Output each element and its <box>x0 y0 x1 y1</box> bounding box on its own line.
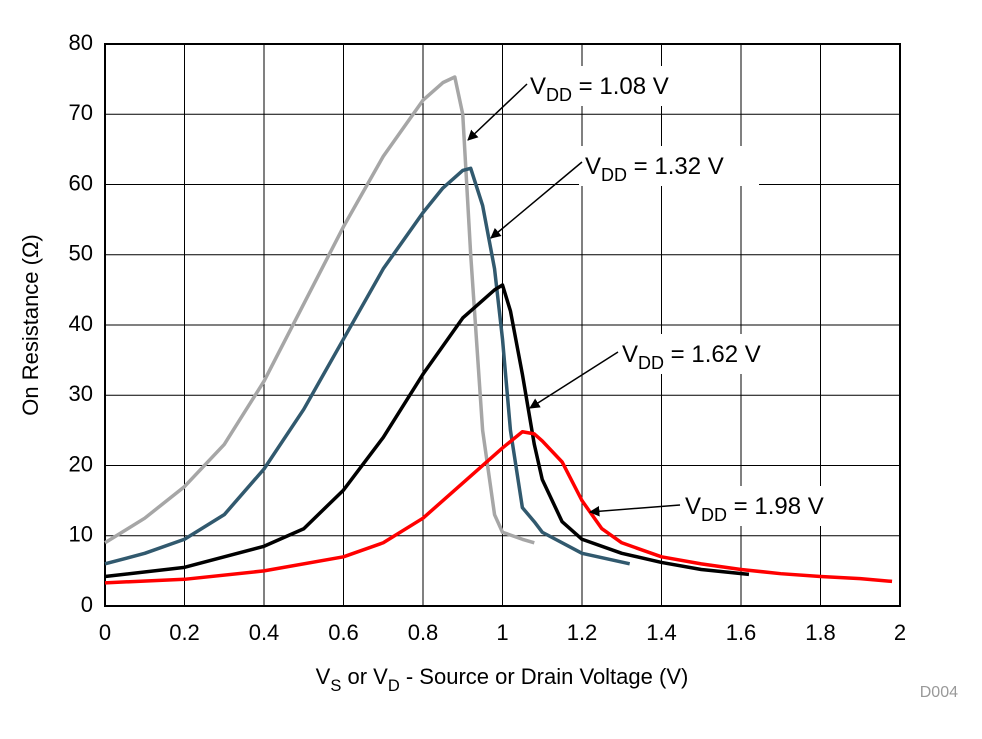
annotation-arrow <box>467 83 528 141</box>
y-tick-label: 60 <box>69 170 93 195</box>
label-bg <box>579 146 759 186</box>
text-part: V <box>585 153 601 180</box>
series-line <box>104 166 631 566</box>
text-part: = 1.32 V <box>627 153 724 180</box>
series-label: VDD = 1.62 V <box>622 341 761 373</box>
text-part: V <box>316 664 331 689</box>
text-part: V <box>622 341 638 368</box>
y-tick-label: 20 <box>69 451 93 476</box>
text-part: = 1.08 V <box>572 73 669 100</box>
x-tick-label: 0.4 <box>249 620 280 645</box>
y-tick-label: 10 <box>69 522 93 547</box>
subscript: DD <box>701 505 727 525</box>
x-tick-label: 1 <box>496 620 508 645</box>
y-tick-label: 80 <box>69 30 93 55</box>
series-line <box>104 283 750 579</box>
x-tick-label: 0.2 <box>169 620 200 645</box>
text-part: - Source or Drain Voltage (V) <box>400 664 689 689</box>
x-axis-title: VS or VD - Source or Drain Voltage (V) <box>316 664 689 695</box>
series-label: VDD = 1.32 V <box>585 153 724 185</box>
annotation-arrow <box>588 504 681 517</box>
x-tick-label: 1.4 <box>646 620 677 645</box>
annotation-arrow <box>490 161 583 239</box>
y-tick-label: 70 <box>69 100 93 125</box>
label-bg <box>524 66 704 106</box>
label-bg <box>616 334 796 374</box>
subscript: DD <box>546 85 572 105</box>
plot-frame <box>104 43 901 607</box>
text-part: = 1.98 V <box>727 493 824 520</box>
x-tick-label: 1.6 <box>726 620 757 645</box>
series-line <box>104 75 535 545</box>
y-tick-label: 0 <box>81 592 93 617</box>
text-part: V <box>530 73 546 100</box>
subscript: DD <box>601 165 627 185</box>
y-tick-label: 50 <box>69 241 93 266</box>
text-part: or V <box>341 664 388 689</box>
text-part: = 1.62 V <box>664 341 761 368</box>
text-part: V <box>685 493 701 520</box>
subscript: S <box>330 677 341 695</box>
y-axis-title: On Resistance (Ω) <box>18 234 43 416</box>
x-tick-label: 1.8 <box>805 620 836 645</box>
x-tick-label: 2 <box>894 620 906 645</box>
label-bg <box>679 486 859 526</box>
series-label: VDD = 1.08 V <box>530 73 669 105</box>
footnote: D004 <box>920 684 958 701</box>
series-label: VDD = 1.98 V <box>685 493 824 525</box>
y-tick-label: 40 <box>69 311 93 336</box>
x-tick-label: 1.2 <box>567 620 598 645</box>
y-tick-label: 30 <box>69 381 93 406</box>
series-line <box>104 430 893 585</box>
subscript: DD <box>638 353 664 373</box>
subscript: D <box>388 677 400 695</box>
annotation-arrow <box>529 351 619 409</box>
x-tick-label: 0.8 <box>408 620 439 645</box>
x-tick-label: 0 <box>99 620 111 645</box>
x-tick-label: 0.6 <box>328 620 359 645</box>
